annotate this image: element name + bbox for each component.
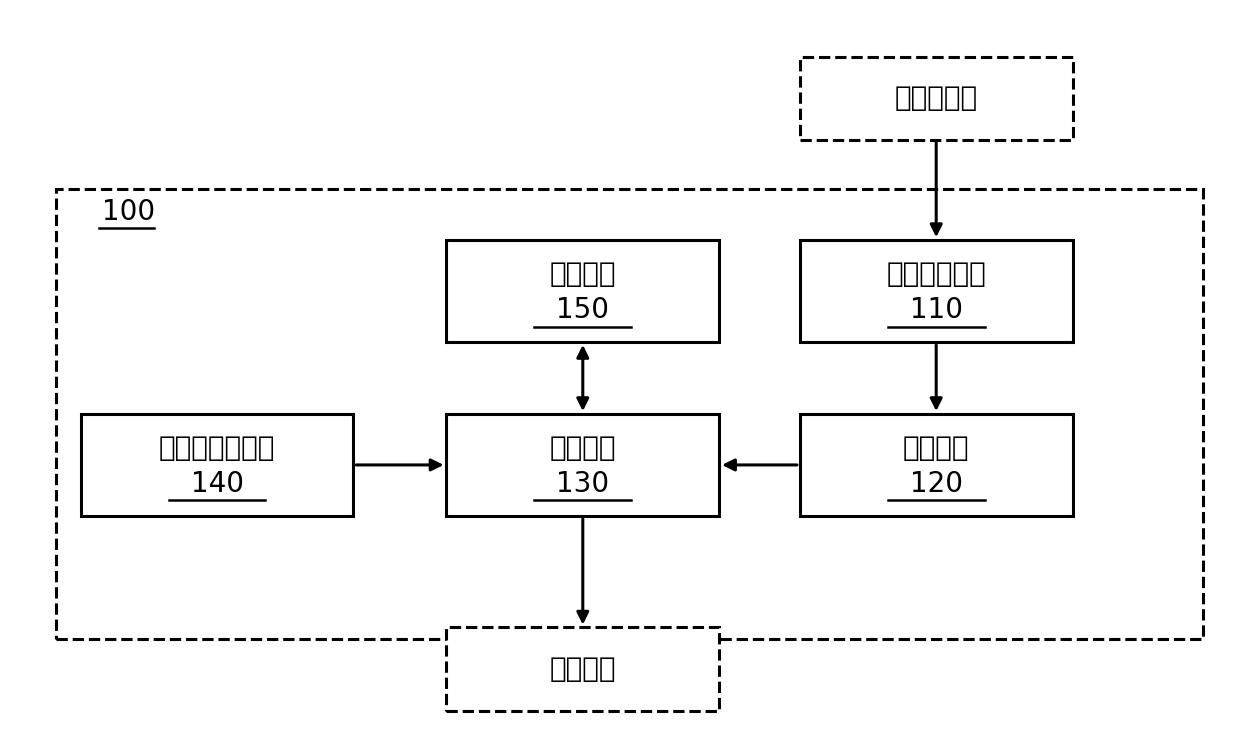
Text: 后台服务器: 后台服务器 <box>894 84 978 113</box>
Text: 150: 150 <box>557 296 609 324</box>
Bar <box>446 240 719 342</box>
Text: 控制模块: 控制模块 <box>549 434 616 463</box>
Bar <box>56 189 1203 639</box>
Bar <box>800 240 1073 342</box>
Text: 140: 140 <box>191 469 243 498</box>
Bar <box>800 414 1073 516</box>
Text: 分期模块: 分期模块 <box>903 434 970 463</box>
Bar <box>81 414 353 516</box>
Text: 太阳能发电装置: 太阳能发电装置 <box>159 434 275 463</box>
Text: 110: 110 <box>910 296 962 324</box>
Bar <box>800 57 1073 140</box>
Text: 120: 120 <box>910 469 962 498</box>
Text: 130: 130 <box>557 469 609 498</box>
Bar <box>446 414 719 516</box>
Bar <box>446 627 719 711</box>
Text: 100: 100 <box>102 197 155 226</box>
Text: 数据传输模块: 数据传输模块 <box>887 260 986 289</box>
Text: 用电设备: 用电设备 <box>549 655 616 683</box>
Text: 提示模块: 提示模块 <box>549 260 616 289</box>
